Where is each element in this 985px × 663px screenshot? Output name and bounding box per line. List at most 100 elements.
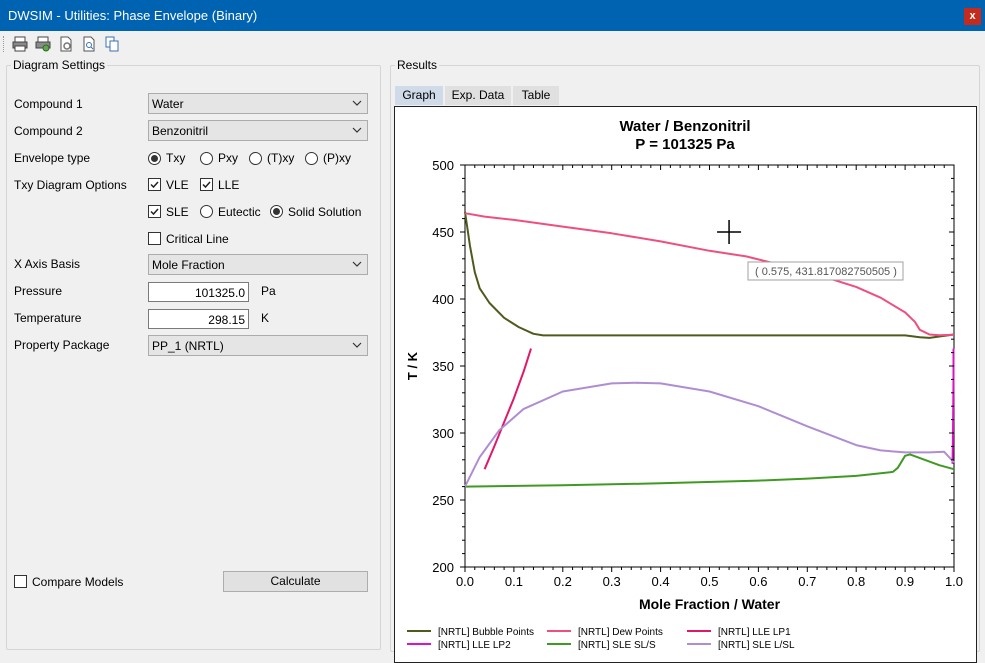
eutectic-radio[interactable] (200, 205, 213, 218)
toolbar (0, 31, 985, 57)
toolbar-grip (3, 36, 6, 52)
x-tick-label: 0.3 (603, 574, 621, 589)
vle-label: VLE (166, 178, 189, 192)
series-line-3 (483, 348, 532, 470)
envelope-p-xy-label: (P)xy (323, 151, 351, 165)
series-line-1 (464, 211, 955, 339)
results-legend: Results (397, 58, 438, 72)
envelope-type-label: Envelope type (14, 151, 91, 165)
compare-models-checkbox[interactable] (14, 575, 27, 588)
title-bar: DWSIM - Utilities: Phase Envelope (Binar… (0, 0, 985, 31)
temperature-label: Temperature (14, 311, 82, 325)
chart-title: Water / Benzonitril (619, 118, 750, 135)
legend-entry: [NRTL] Bubble Points (438, 627, 534, 638)
compound2-label: Compound 2 (14, 124, 83, 138)
temperature-input[interactable]: 298.15 (148, 309, 249, 329)
sle-label: SLE (166, 205, 189, 219)
y-tick-label: 200 (432, 560, 454, 575)
x-axis-basis-label: X Axis Basis (14, 257, 81, 271)
x-axis-basis-value: Mole Fraction (152, 258, 225, 272)
pressure-label: Pressure (14, 284, 63, 298)
x-tick-label: 0.4 (652, 574, 670, 589)
legend-entry: [NRTL] LLE LP1 (718, 627, 791, 638)
envelope-pxy-radio[interactable] (200, 152, 213, 165)
chevron-down-icon (352, 261, 362, 267)
solid-solution-label: Solid Solution (288, 205, 362, 219)
print-icon[interactable] (11, 35, 29, 53)
temperature-unit: K (261, 311, 270, 325)
results-group: Results Graph Exp. Data Table Water / Be… (390, 58, 980, 663)
compound1-select[interactable]: Water (148, 93, 368, 114)
diagram-settings-legend: Diagram Settings (13, 58, 106, 72)
x-tick-label: 0.5 (700, 574, 718, 589)
envelope-txy-label: Txy (166, 151, 186, 165)
compound1-value: Water (152, 97, 184, 111)
pressure-unit: Pa (261, 284, 276, 298)
y-tick-label: 400 (432, 292, 454, 307)
vle-checkbox[interactable] (148, 178, 161, 191)
property-package-value: PP_1 (NRTL) (152, 339, 224, 353)
compare-models-label: Compare Models (32, 575, 124, 589)
diagram-settings-group: Diagram Settings Compound 1 Water Compou… (6, 58, 381, 650)
y-tick-label: 450 (432, 225, 454, 240)
phase-envelope-chart[interactable]: Water / Benzonitril P = 101325 Pa 0.0 0.1 0… (394, 106, 977, 663)
compound2-value: Benzonitril (152, 124, 209, 138)
envelope-p-xy-radio[interactable] (305, 152, 318, 165)
x-tick-label: 0.7 (798, 574, 816, 589)
zoom-icon[interactable] (80, 35, 98, 53)
tooltip-box (747, 261, 904, 281)
lle-label: LLE (218, 178, 240, 192)
checkmark-icon (202, 181, 211, 189)
calculate-button[interactable]: Calculate (223, 571, 368, 592)
envelope-t-xy-radio[interactable] (249, 152, 262, 165)
property-package-label: Property Package (14, 338, 110, 352)
x-tick-label: 1.0 (945, 574, 963, 589)
x-tick-label: 0.1 (505, 574, 523, 589)
y-tick-label: 300 (432, 426, 454, 441)
compound1-label: Compound 1 (14, 97, 83, 111)
legend-entry: [NRTL] LLE LP2 (438, 640, 511, 651)
tab-table[interactable]: Table (513, 86, 559, 105)
x-tick-label: 0.9 (896, 574, 914, 589)
series-line-5 (464, 453, 955, 488)
critical-line-checkbox[interactable] (148, 232, 161, 245)
plot-area-border (464, 164, 955, 568)
y-axis-label: T / K (405, 351, 420, 380)
y-tick-label: 350 (432, 359, 454, 374)
checkmark-icon (150, 208, 159, 216)
print-preview-icon[interactable] (34, 35, 52, 53)
tab-graph[interactable]: Graph (395, 86, 443, 105)
x-tick-label: 0.2 (554, 574, 572, 589)
checkmark-icon (150, 181, 159, 189)
window-title: DWSIM - Utilities: Phase Envelope (Binar… (8, 8, 258, 23)
x-tick-label: 0.6 (749, 574, 767, 589)
envelope-pxy-label: Pxy (218, 151, 239, 165)
envelope-t-xy-label: (T)xy (267, 151, 295, 165)
legend-entry: [NRTL] SLE SL/S (578, 640, 656, 651)
critical-line-label: Critical Line (166, 232, 229, 246)
close-button[interactable]: x (964, 8, 981, 25)
page-setup-icon[interactable] (57, 35, 75, 53)
y-tick-label: 500 (432, 158, 454, 173)
solid-solution-radio[interactable] (270, 205, 283, 218)
x-axis-basis-select[interactable]: Mole Fraction (148, 254, 368, 275)
chevron-down-icon (352, 100, 362, 106)
legend-entry: [NRTL] SLE L/SL (718, 640, 795, 651)
property-package-select[interactable]: PP_1 (NRTL) (148, 335, 368, 356)
pressure-input[interactable]: 101325.0 (148, 282, 249, 302)
copy-icon[interactable] (103, 35, 121, 53)
tab-exp-data[interactable]: Exp. Data (445, 86, 511, 105)
sle-checkbox[interactable] (148, 205, 161, 218)
tooltip-text: ( 0.575, 431.817082750505 ) (755, 266, 897, 278)
x-axis-label: Mole Fraction / Water (639, 596, 781, 612)
x-tick-label: 0.0 (456, 574, 474, 589)
series-line-6 (464, 381, 955, 488)
y-tick-label: 250 (432, 493, 454, 508)
chevron-down-icon (352, 342, 362, 348)
lle-checkbox[interactable] (200, 178, 213, 191)
compound2-select[interactable]: Benzonitril (148, 120, 368, 141)
envelope-txy-radio[interactable] (148, 152, 161, 165)
eutectic-label: Eutectic (218, 205, 261, 219)
x-tick-label: 0.8 (847, 574, 865, 589)
